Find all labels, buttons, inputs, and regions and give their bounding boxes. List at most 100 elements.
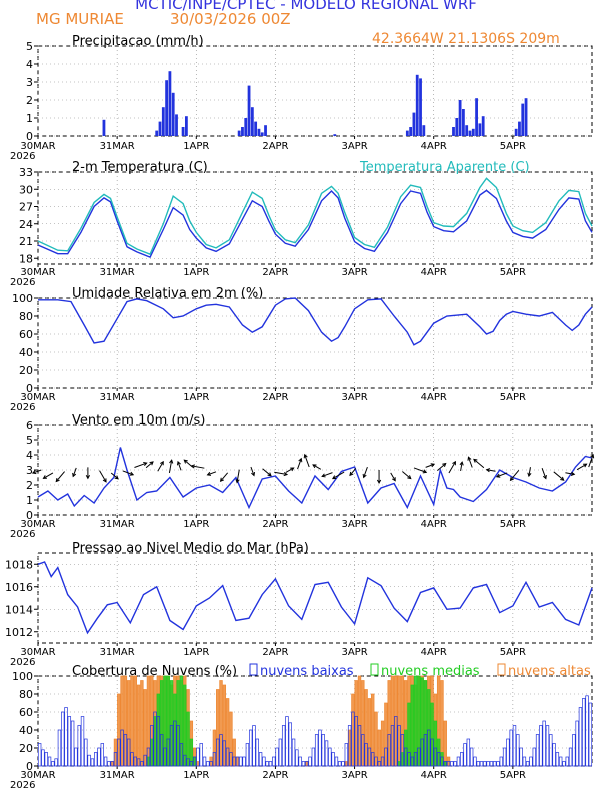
cloud-bar-low bbox=[84, 738, 88, 767]
cloud-bar-low bbox=[525, 761, 530, 767]
cloud-bar-low bbox=[427, 729, 431, 767]
cloud-bar-low bbox=[341, 761, 345, 767]
cloud-bar-high bbox=[126, 680, 131, 767]
temp-series-blue bbox=[37, 189, 593, 258]
cloud-bar-low bbox=[384, 747, 388, 767]
cloud-bar-low bbox=[189, 761, 194, 767]
precip-bar bbox=[254, 121, 258, 136]
cloud-bar-high bbox=[384, 702, 388, 767]
clouds-ytick-label: 40 bbox=[19, 724, 33, 737]
wind-arrow bbox=[528, 467, 531, 477]
legend-label: nuvens altas bbox=[508, 664, 591, 679]
cloud-bar-low bbox=[351, 711, 355, 767]
cloud-bar-mid bbox=[163, 675, 167, 767]
wind-xtick-label: 4APR bbox=[421, 519, 447, 530]
precip-title: Precipitacao (mm/h) bbox=[72, 34, 204, 49]
cloud-bar-high bbox=[387, 680, 391, 767]
cloud-bar-low bbox=[476, 761, 480, 767]
precip-ytick-label: 5 bbox=[26, 40, 33, 53]
wind-arrow-head bbox=[42, 475, 47, 479]
wind-arrow-head bbox=[129, 471, 135, 476]
wind-arrow-head bbox=[290, 467, 295, 472]
cloud-bar-mid bbox=[189, 738, 194, 767]
precip-bar bbox=[237, 130, 241, 136]
cloud-bar-low bbox=[516, 734, 520, 767]
clouds-xtick-label: 3APR bbox=[341, 770, 367, 781]
precip-ytick-label: 2 bbox=[26, 94, 33, 107]
wind-arrow bbox=[332, 471, 345, 479]
precip-ytick-label: 3 bbox=[26, 76, 33, 89]
cloud-bar-high bbox=[133, 675, 137, 767]
wind-arrow bbox=[576, 463, 587, 471]
cloud-bar-high bbox=[216, 689, 220, 767]
cloud-bar-low bbox=[585, 695, 589, 767]
temp-series-cyan bbox=[37, 177, 593, 256]
cloud-bar-low bbox=[357, 725, 362, 767]
wind-arrow-head bbox=[183, 459, 188, 464]
clouds-xtick-label: 4APR bbox=[421, 770, 447, 781]
cloud-bar-low bbox=[252, 725, 256, 767]
wind-arrow-head bbox=[190, 464, 196, 469]
cloud-bar-low bbox=[532, 747, 536, 767]
cloud-bar-mid bbox=[176, 680, 180, 767]
cloud-bar-low bbox=[245, 743, 250, 767]
wind-arrow-head bbox=[160, 460, 164, 466]
cloud-bar-high bbox=[120, 675, 124, 767]
cloud-bar-low bbox=[156, 716, 161, 767]
cloud-bar-low bbox=[41, 749, 45, 767]
cloud-bar-low bbox=[51, 761, 55, 767]
cloud-bar-low bbox=[87, 754, 91, 767]
rh-panel bbox=[34, 297, 593, 391]
rh-xtick-label: 5APR bbox=[500, 392, 526, 403]
cloud-bar-low bbox=[334, 756, 339, 767]
precip-xtick-label: 31MAR bbox=[100, 141, 135, 152]
cloud-bar-low bbox=[552, 743, 556, 767]
wind-arrow-head bbox=[102, 478, 107, 483]
cloud-bar-low bbox=[558, 756, 563, 767]
cloud-bar-low bbox=[338, 761, 342, 767]
cloud-bar-low bbox=[588, 702, 593, 767]
cloud-bar-low bbox=[258, 752, 263, 767]
wind-arrow bbox=[274, 471, 288, 476]
wind-arrow bbox=[473, 458, 485, 469]
wind-xtick-label: 2APR bbox=[262, 519, 288, 530]
cloud-bar-low bbox=[578, 707, 583, 767]
cloud-bar-low bbox=[380, 756, 385, 767]
cloud-bar-low bbox=[436, 752, 441, 767]
wind-arrow bbox=[250, 466, 255, 476]
wind-arrow-head bbox=[376, 479, 382, 485]
cloud-bar-high bbox=[196, 761, 200, 767]
precip-bar bbox=[168, 71, 172, 136]
wind-arrow bbox=[436, 463, 447, 472]
cloud-bar-low bbox=[324, 740, 329, 767]
cloud-bar-low bbox=[466, 738, 471, 767]
cloud-bar-mid bbox=[423, 680, 428, 767]
precip-bar bbox=[165, 80, 169, 136]
wind-arrow bbox=[72, 467, 77, 477]
cloud-bar-low bbox=[420, 738, 424, 767]
wind-arrow-head bbox=[349, 471, 354, 477]
rh-series-blue bbox=[38, 297, 593, 346]
cloud-bar-high bbox=[351, 693, 355, 767]
clouds-ytick-label: 20 bbox=[19, 742, 33, 755]
wind-ytick-label: 0 bbox=[26, 509, 33, 522]
cloud-bar-low bbox=[278, 738, 283, 767]
cloud-bar-low bbox=[430, 738, 434, 767]
wind-arrow bbox=[588, 454, 594, 468]
rh-xtick-label: 1APR bbox=[183, 392, 209, 403]
cloud-bar-high bbox=[143, 689, 147, 767]
cloud-bar-low bbox=[235, 756, 240, 767]
temp-xtick-label: 31MAR bbox=[100, 267, 135, 278]
cloud-bar-high bbox=[229, 711, 233, 767]
wind-arrow-head bbox=[485, 468, 491, 473]
wind-arrow bbox=[191, 465, 205, 469]
cloud-bar-high bbox=[354, 680, 358, 767]
cloud-bar-low bbox=[183, 754, 187, 767]
wind-arrow bbox=[460, 462, 463, 472]
cloud-bar-low bbox=[176, 725, 180, 767]
cloud-bar-low bbox=[483, 761, 487, 767]
cloud-bar-mid bbox=[417, 675, 421, 767]
wind-arrow-head bbox=[149, 461, 154, 466]
cloud-bar-low bbox=[509, 729, 513, 767]
wind-arrow-head bbox=[527, 472, 532, 478]
